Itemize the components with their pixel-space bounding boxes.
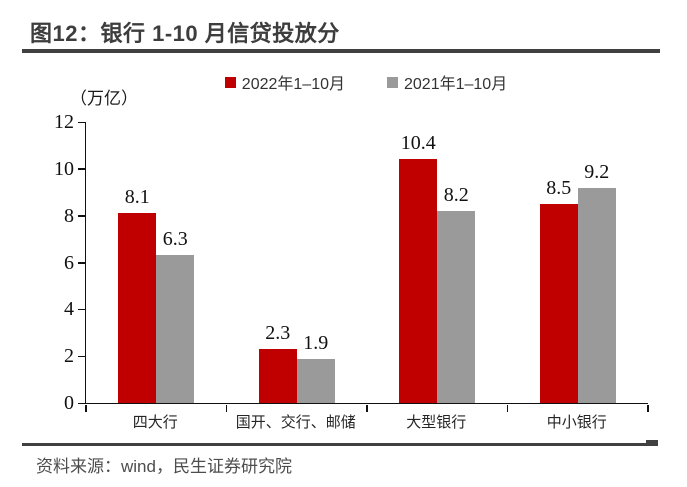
- x-tick-mark: [366, 405, 368, 412]
- y-axis-unit-label: （万亿）: [70, 89, 138, 108]
- bar-value-label: 2.3: [265, 322, 291, 345]
- x-tick-mark: [647, 405, 649, 412]
- bar-cell: 8.5: [539, 122, 578, 403]
- bar-group: 8.5 9.2: [508, 122, 649, 403]
- bar-cell: 9.2: [577, 122, 616, 403]
- y-tick-label: 0: [64, 392, 74, 414]
- x-tick-mark: [506, 405, 508, 412]
- bar-value-label: 8.1: [124, 186, 150, 209]
- x-category-label: 国开、交行、邮储: [235, 414, 356, 431]
- x-category-label: 中小银行: [546, 414, 607, 431]
- y-tick-mark: [78, 402, 86, 404]
- bar-2022: [258, 349, 297, 403]
- bar-2021: [156, 255, 195, 403]
- bar-value-label: 9.2: [584, 160, 610, 183]
- x-tick-mark: [85, 405, 87, 412]
- figure-title: 图12：银行 1-10 月信贷投放分: [30, 21, 340, 46]
- y-tick-label: 6: [64, 251, 74, 274]
- bar-value-label: 6.3: [162, 228, 188, 251]
- bar-2022: [539, 203, 578, 403]
- footer-divider-endcap: [646, 440, 658, 446]
- x-category-label: 四大行: [132, 414, 178, 431]
- legend-item: 2021年1–10月: [387, 70, 507, 94]
- legend: 2022年1–10月 2021年1–10月: [85, 70, 647, 94]
- bar-cell: 1.9: [296, 122, 335, 403]
- y-tick-label: 2: [64, 345, 74, 368]
- y-tick-mark: [78, 168, 86, 170]
- legend-item: 2022年1–10月: [224, 70, 345, 94]
- y-tick-label: 10: [54, 157, 74, 180]
- plot-area: 0 2 4 6 8 10 12 8.1 6.3 2.3 1.9 10.4 8.2 8.5 9.2: [54, 111, 649, 414]
- bar-2022: [118, 213, 157, 403]
- y-tick-mark: [78, 215, 86, 217]
- bar-group: 2.3 1.9: [227, 122, 368, 403]
- bar-cell: 2.3: [258, 122, 297, 403]
- bar-value-label: 8.2: [443, 183, 469, 206]
- y-tick-mark: [78, 262, 86, 264]
- x-tick-mark: [225, 405, 227, 412]
- legend-label: 2021年1–10月: [404, 76, 508, 93]
- source-note: 资料来源：wind，民生证券研究院: [36, 457, 292, 476]
- title-underline: [22, 49, 660, 53]
- bar-cell: 8.1: [118, 122, 157, 403]
- bar-2022: [399, 159, 438, 403]
- y-tick-mark: [78, 355, 86, 358]
- y-tick-mark: [78, 121, 86, 123]
- legend-swatch: [387, 76, 398, 88]
- y-tick-label: 8: [64, 204, 74, 227]
- y-tick-label: 12: [54, 111, 74, 133]
- legend-label: 2022年1–10月: [241, 76, 345, 93]
- bar-2021: [437, 210, 476, 403]
- bar-cell: 10.4: [399, 122, 438, 403]
- y-tick-label: 4: [64, 298, 74, 321]
- legend-swatch: [224, 76, 236, 88]
- x-axis-labels: 四大行 国开、交行、邮储 大型银行 中小银行: [85, 411, 647, 432]
- x-category-label: 大型银行: [406, 414, 467, 431]
- y-tick-mark: [78, 308, 86, 311]
- footer-divider: [22, 443, 654, 446]
- bar-value-label: 8.5: [546, 176, 572, 199]
- bar-2021: [577, 187, 616, 403]
- bar-value-label: 1.9: [303, 331, 329, 354]
- bar-group: 10.4 8.2: [367, 122, 508, 403]
- bar-2021: [296, 358, 335, 403]
- bar-value-label: 10.4: [400, 132, 436, 155]
- bar-cell: 6.3: [156, 122, 195, 403]
- bar-group: 8.1 6.3: [86, 122, 227, 403]
- bar-cell: 8.2: [437, 122, 476, 403]
